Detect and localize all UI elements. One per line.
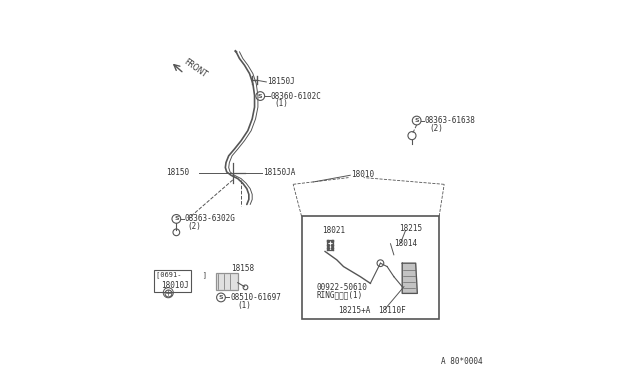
- Text: 18014: 18014: [394, 239, 417, 248]
- Text: 08510-61697: 08510-61697: [230, 293, 281, 302]
- Text: 18010J: 18010J: [161, 280, 189, 289]
- Text: 18215: 18215: [399, 224, 422, 234]
- Text: 18215+A: 18215+A: [339, 307, 371, 315]
- Text: [0691-     ]: [0691- ]: [156, 272, 207, 278]
- Text: 00922-50610: 00922-50610: [317, 283, 367, 292]
- Text: A 80*0004: A 80*0004: [441, 357, 483, 366]
- Bar: [154, 270, 191, 292]
- Text: (1): (1): [275, 99, 289, 108]
- Polygon shape: [402, 263, 417, 294]
- Text: S: S: [414, 118, 419, 123]
- Text: 18150: 18150: [166, 168, 189, 177]
- Text: 08363-61638: 08363-61638: [425, 116, 476, 125]
- Text: (2): (2): [429, 124, 443, 133]
- Text: 18150J: 18150J: [267, 77, 294, 86]
- Bar: [216, 273, 238, 290]
- Text: 18158: 18158: [231, 264, 254, 273]
- Text: S: S: [219, 295, 223, 300]
- Text: 18150JA: 18150JA: [263, 168, 295, 177]
- Text: 18010: 18010: [351, 170, 374, 179]
- Text: 18110F: 18110F: [378, 307, 406, 315]
- Text: 08363-6302G: 08363-6302G: [185, 214, 236, 224]
- Text: 18021: 18021: [322, 226, 345, 235]
- Text: RINGリンク(1): RINGリンク(1): [317, 291, 363, 299]
- Text: S: S: [258, 93, 262, 99]
- Text: 08360-6102C: 08360-6102C: [270, 92, 321, 100]
- Text: S: S: [174, 217, 179, 221]
- Text: (1): (1): [238, 301, 252, 310]
- Text: (2): (2): [188, 222, 202, 231]
- Bar: [301, 216, 439, 318]
- Text: FRONT: FRONT: [182, 57, 208, 80]
